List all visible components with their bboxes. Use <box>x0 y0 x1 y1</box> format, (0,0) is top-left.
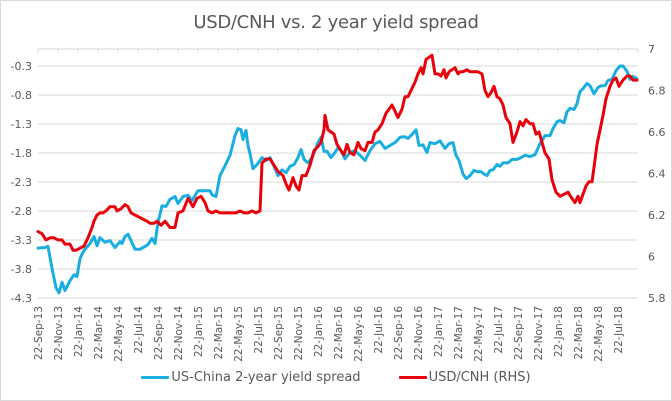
x-tick-label: 22-Nov-16 <box>413 306 425 361</box>
x-tick-label: 22-May-18 <box>593 306 605 362</box>
x-tick-label: 22-Mar-18 <box>573 306 585 359</box>
right-tick-label: 7 <box>648 43 655 56</box>
left-tick-label: -0.3 <box>11 60 32 73</box>
right-tick-label: 5.8 <box>648 292 666 305</box>
x-tick-label: 22-Sep-15 <box>273 306 285 360</box>
x-tick-label: 22-Jan-15 <box>193 306 205 357</box>
left-tick-label: -2.3 <box>11 176 32 189</box>
x-tick-label: 22-Jul-17 <box>493 306 505 354</box>
x-tick-label: 22-Jan-18 <box>553 306 565 357</box>
x-tick-label: 22-Mar-17 <box>453 306 465 359</box>
legend-item-usdcnh[interactable]: USD/CNH (RHS) <box>398 370 531 385</box>
left-tick-label: -3.8 <box>11 263 32 276</box>
left-tick-label: -3.3 <box>11 234 32 247</box>
gridlines <box>38 65 638 299</box>
x-tick-label: 22-Jul-16 <box>373 306 385 354</box>
legend-item-yield-spread[interactable]: US-China 2-year yield spread <box>141 370 361 385</box>
x-tick-label: 22-Jan-17 <box>433 306 445 357</box>
right-axis-ticks: 7 6.8 6.6 6.4 6.2 6 5.8 <box>648 43 666 305</box>
series-group <box>36 53 639 295</box>
legend-label-yield-spread: US-China 2-year yield spread <box>171 370 361 385</box>
x-tick-label: 22-Jul-14 <box>133 306 145 354</box>
x-tick-label: 22-Mar-15 <box>213 306 225 359</box>
legend: US-China 2-year yield spread USD/CNH (RH… <box>0 370 672 385</box>
left-tick-label: -4.3 <box>11 292 32 305</box>
right-tick-label: 6.4 <box>648 168 666 181</box>
x-tick-label: 22-Jan-14 <box>73 306 85 357</box>
series-line-usdcnh <box>36 53 639 252</box>
x-tick-label: 22-May-15 <box>233 306 245 362</box>
left-tick-label: -1.8 <box>11 147 32 160</box>
right-tick-label: 6 <box>648 251 655 264</box>
left-tick-label: -0.8 <box>11 89 32 102</box>
x-tick-label: 22-Mar-16 <box>333 306 345 360</box>
x-tick-label: 22-Jan-16 <box>313 306 325 357</box>
chart-title: USD/CNH vs. 2 year yield spread <box>193 12 479 33</box>
legend-swatch-yield-spread <box>141 376 170 379</box>
series-line-yield-spread <box>36 64 639 295</box>
x-axis-ticks: 22-Sep-13 22-Nov-13 22-Jan-14 22-Mar-14 22-M… <box>33 306 625 362</box>
right-tick-label: 6.8 <box>648 85 666 98</box>
x-tick-label: 22-Sep-16 <box>393 306 405 360</box>
x-tick-label: 22-Nov-17 <box>533 306 545 361</box>
right-tick-label: 6.6 <box>648 126 666 139</box>
left-tick-label: -1.3 <box>11 118 32 131</box>
legend-swatch-usdcnh <box>398 376 427 379</box>
left-tick-label: -2.8 <box>11 205 32 218</box>
right-tick-label: 6.2 <box>648 209 666 222</box>
x-tick-label: 22-Sep-17 <box>513 306 525 360</box>
x-tick-label: 22-Sep-13 <box>33 306 45 360</box>
x-tick-label: 22-May-14 <box>113 306 125 362</box>
x-tick-label: 22-Nov-15 <box>293 306 305 361</box>
axes <box>37 48 639 53</box>
x-tick-label: 22-Jul-15 <box>253 306 265 354</box>
x-tick-label: 22-Nov-13 <box>53 306 65 361</box>
legend-label-usdcnh: USD/CNH (RHS) <box>428 370 531 385</box>
x-tick-label: 22-May-17 <box>473 306 485 362</box>
left-axis-ticks: -0.3 -0.8 -1.3 -1.8 -2.3 -2.8 -3.3 -3.8 -4.3 <box>11 60 32 305</box>
x-tick-label: 22-Mar-14 <box>93 306 105 360</box>
x-tick-label: 22-Nov-14 <box>173 306 185 361</box>
x-tick-label: 22-Sep-14 <box>153 306 165 360</box>
x-tick-label: 22-Jul-18 <box>613 306 625 354</box>
x-tick-label: 22-May-16 <box>353 306 365 362</box>
